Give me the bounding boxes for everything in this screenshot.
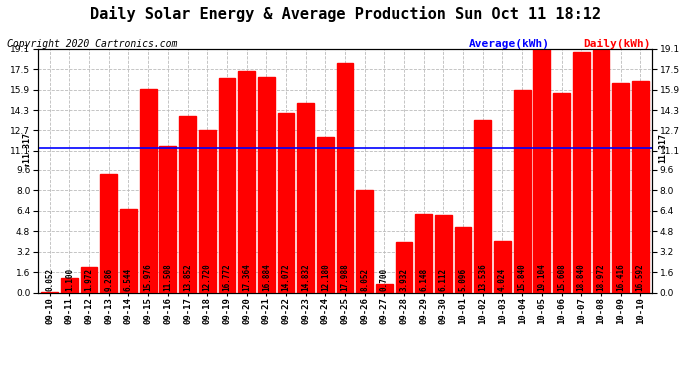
Bar — [61, 279, 78, 292]
Text: 6.112: 6.112 — [439, 268, 448, 291]
Bar — [395, 242, 413, 292]
Bar — [494, 241, 511, 292]
Bar — [277, 113, 295, 292]
Bar — [514, 90, 531, 292]
Text: 5.096: 5.096 — [459, 268, 468, 291]
Text: 13.852: 13.852 — [183, 263, 192, 291]
Text: 15.976: 15.976 — [144, 263, 152, 291]
Text: Copyright 2020 Cartronics.com: Copyright 2020 Cartronics.com — [7, 39, 177, 50]
Bar — [435, 214, 452, 292]
Text: 9.286: 9.286 — [104, 268, 113, 291]
Text: 6.544: 6.544 — [124, 268, 133, 291]
Bar — [81, 267, 97, 292]
Text: 14.832: 14.832 — [301, 263, 310, 291]
Bar — [297, 103, 314, 292]
Text: 0.700: 0.700 — [380, 268, 389, 291]
Bar — [258, 77, 275, 292]
Bar — [533, 49, 550, 292]
Bar — [593, 50, 609, 292]
Text: 1.972: 1.972 — [85, 268, 94, 291]
Text: 12.180: 12.180 — [321, 263, 330, 291]
Text: 12.720: 12.720 — [203, 263, 212, 291]
Bar — [632, 81, 649, 292]
Bar — [356, 190, 373, 292]
Text: ↑11.317: ↑11.317 — [21, 130, 30, 166]
Text: 3.932: 3.932 — [400, 268, 408, 291]
Text: 13.536: 13.536 — [478, 263, 487, 291]
Text: 15.840: 15.840 — [518, 263, 526, 291]
Text: 1.100: 1.100 — [65, 268, 74, 291]
Text: 16.416: 16.416 — [616, 263, 625, 291]
Bar — [573, 52, 589, 292]
Text: 16.884: 16.884 — [262, 263, 270, 291]
Bar — [337, 63, 353, 292]
Text: 15.608: 15.608 — [557, 263, 566, 291]
Text: 17.364: 17.364 — [242, 263, 251, 291]
Bar — [120, 209, 137, 292]
Text: 0.052: 0.052 — [46, 268, 55, 291]
Bar — [140, 88, 157, 292]
Bar — [159, 146, 176, 292]
Text: 11.317: 11.317 — [658, 133, 667, 163]
Bar — [199, 130, 215, 292]
Bar — [101, 174, 117, 292]
Text: Average(kWh): Average(kWh) — [469, 39, 550, 50]
Text: 18.840: 18.840 — [577, 263, 586, 291]
Bar — [317, 137, 334, 292]
Text: 4.024: 4.024 — [498, 268, 507, 291]
Text: 8.052: 8.052 — [360, 268, 369, 291]
Text: 16.592: 16.592 — [635, 263, 644, 291]
Text: 19.104: 19.104 — [538, 263, 546, 291]
Bar — [238, 71, 255, 292]
Text: 17.988: 17.988 — [340, 263, 350, 291]
Text: 6.148: 6.148 — [420, 268, 428, 291]
Text: 14.072: 14.072 — [282, 263, 290, 291]
Bar — [219, 78, 235, 292]
Bar — [475, 120, 491, 292]
Bar — [415, 214, 432, 292]
Bar — [376, 284, 393, 292]
Text: 16.772: 16.772 — [222, 263, 231, 291]
Bar — [455, 228, 471, 292]
Text: Daily Solar Energy & Average Production Sun Oct 11 18:12: Daily Solar Energy & Average Production … — [90, 6, 600, 22]
Text: Daily(kWh): Daily(kWh) — [583, 39, 651, 50]
Bar — [179, 116, 196, 292]
Text: 11.508: 11.508 — [164, 263, 172, 291]
Bar — [612, 83, 629, 292]
Bar — [553, 93, 570, 292]
Text: 18.972: 18.972 — [596, 263, 605, 291]
